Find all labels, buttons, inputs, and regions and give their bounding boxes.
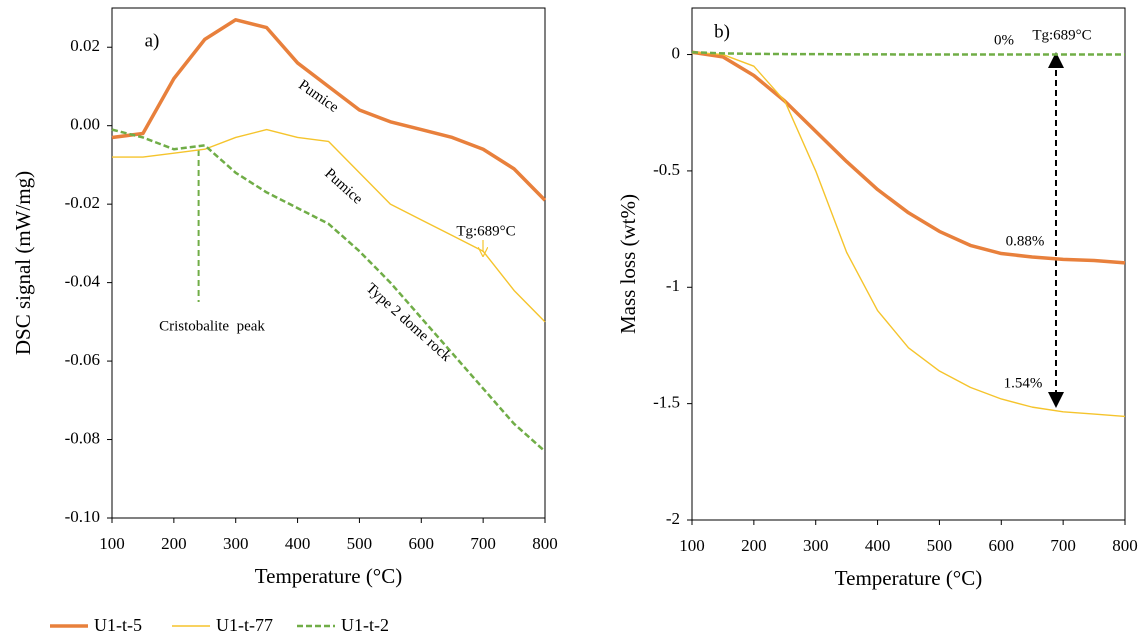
x-tick-label: 200	[161, 534, 187, 553]
legend-label: U1-t-5	[94, 615, 142, 635]
y-tick-label: -0.10	[65, 507, 100, 526]
annotation: 0.88%	[1006, 233, 1045, 249]
annotation: Cristobalite peak	[159, 318, 265, 334]
y-tick-label: -0.02	[65, 193, 100, 212]
y-tick-label: -1	[666, 276, 680, 295]
plot-frame	[111, 7, 546, 519]
annotation: b)	[714, 21, 730, 42]
y-tick-label: 0.00	[70, 115, 100, 134]
series-line	[691, 50, 1126, 265]
x-tick-label: 200	[741, 536, 767, 555]
series-line	[691, 51, 1126, 418]
y-tick-label: -1.5	[653, 393, 680, 412]
x-tick-label: 800	[532, 534, 558, 553]
series-line	[111, 128, 546, 453]
series-line	[112, 128, 546, 323]
series-line	[111, 18, 547, 202]
x-tick-label: 300	[803, 536, 829, 555]
x-tick-label: 600	[989, 536, 1015, 555]
x-axis-title: Temperature (°C)	[835, 566, 982, 590]
y-tick-label: -0.5	[653, 160, 680, 179]
y-tick-label: 0	[672, 43, 681, 62]
x-axis-title: Temperature (°C)	[255, 564, 402, 588]
y-tick-label: -2	[666, 509, 680, 528]
legend-label: U1-t-77	[216, 615, 273, 635]
annotation: 1.54%	[1004, 375, 1043, 391]
y-tick-label: -0.08	[65, 428, 100, 447]
annotation: Tg:689°C	[456, 223, 515, 239]
x-tick-label: 100	[99, 534, 125, 553]
x-tick-label: 600	[409, 534, 435, 553]
plot-frame	[691, 7, 1126, 521]
y-tick-label: 0.02	[70, 36, 100, 55]
y-tick-label: -0.04	[65, 272, 101, 291]
x-tick-label: 500	[927, 536, 953, 555]
x-tick-label: 700	[470, 534, 496, 553]
annotation: Pumice	[295, 77, 341, 116]
legend-label: U1-t-2	[341, 615, 389, 635]
x-tick-label: 700	[1050, 536, 1076, 555]
y-axis-title: Mass loss (wt%)	[616, 194, 640, 334]
x-tick-label: 400	[865, 536, 891, 555]
x-tick-label: 500	[347, 534, 373, 553]
x-tick-label: 100	[679, 536, 705, 555]
y-tick-label: -0.06	[65, 350, 100, 369]
annotation: Tg:689°C	[1032, 27, 1091, 43]
series-line	[691, 50, 1125, 56]
x-tick-label: 400	[285, 534, 311, 553]
x-tick-label: 300	[223, 534, 249, 553]
x-tick-label: 800	[1112, 536, 1138, 555]
annotation: Type 2 dome rock	[363, 280, 455, 365]
y-axis-title: DSC signal (mW/mg)	[11, 171, 35, 355]
annotation: 0%	[994, 32, 1014, 48]
annotation: a)	[145, 30, 160, 51]
